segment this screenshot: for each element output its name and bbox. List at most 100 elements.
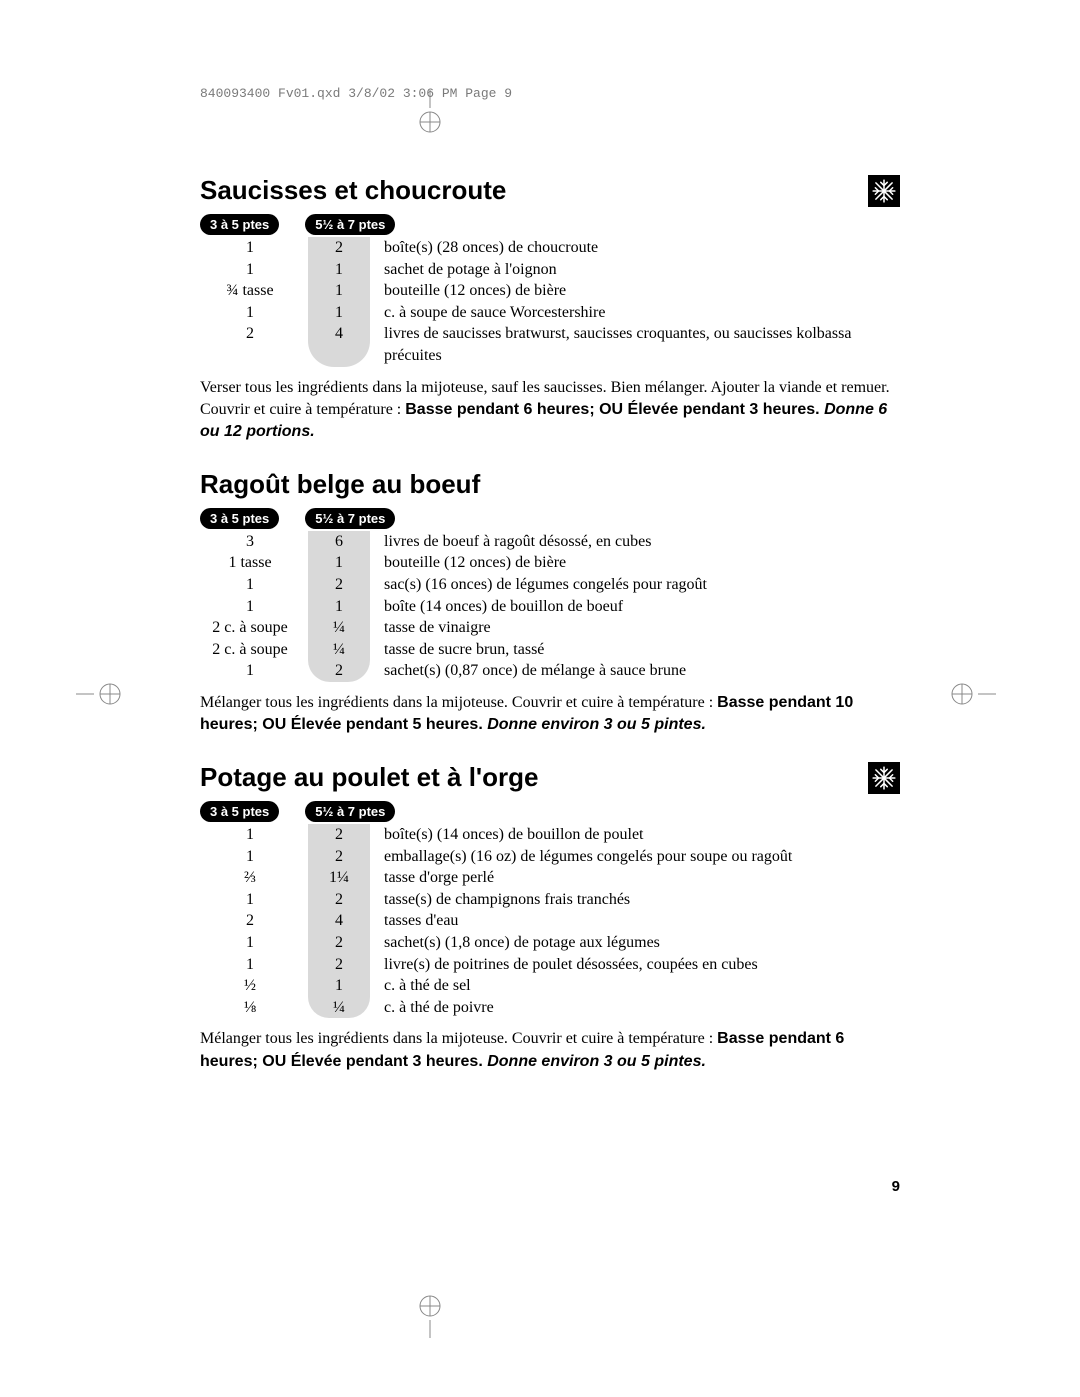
print-header: 840093400 Fv01.qxd 3/8/02 3:06 PM Page 9 (200, 86, 900, 101)
ingredient-desc: emballage(s) (16 oz) de légumes congelés… (378, 846, 900, 868)
qty-large: 1 (300, 280, 378, 302)
recipe-title: Saucisses et choucroute (200, 175, 900, 206)
size-pills: 3 à 5 ptes 5½ à 7 ptes (200, 801, 900, 822)
instr-text: Mélanger tous les ingrédients dans la mi… (200, 694, 717, 711)
instr-text: Mélanger tous les ingrédients dans la mi… (200, 1030, 717, 1047)
ingredient-desc: livres de saucisses bratwurst, saucisses… (378, 323, 900, 366)
ingredient-row: 1 2 livre(s) de poitrines de poulet déso… (200, 954, 900, 976)
crop-mark-left (76, 670, 132, 718)
ingredient-desc: tasse d'orge perlé (378, 867, 900, 889)
pill-large: 5½ à 7 ptes (305, 214, 395, 235)
qty-large: 2 (300, 660, 378, 682)
qty-large: 2 (300, 237, 378, 259)
ingredient-table: 1 2 boîte(s) (28 onces) de choucroute 1 … (200, 237, 900, 367)
page-number: 9 (892, 1178, 900, 1359)
ingredient-row: ½ 1 c. à thé de sel (200, 975, 900, 997)
qty-small: 2 (200, 910, 300, 932)
ingredient-row: 1 2 emballage(s) (16 oz) de légumes cong… (200, 846, 900, 868)
qty-small: 1 (200, 259, 300, 281)
ingredient-table: 1 2 boîte(s) (14 onces) de bouillon de p… (200, 824, 900, 1018)
qty-small: ¾ tasse (200, 280, 300, 302)
qty-small: 2 c. à soupe (200, 639, 300, 661)
ingredient-row: 2 4 tasses d'eau (200, 910, 900, 932)
ingredient-row: ⅔ 1¼ tasse d'orge perlé (200, 867, 900, 889)
qty-small: 1 tasse (200, 552, 300, 574)
recipe-block: Ragoût belge au boeuf 3 à 5 ptes 5½ à 7 … (200, 469, 900, 736)
qty-large: 1 (300, 552, 378, 574)
qty-small: 1 (200, 660, 300, 682)
qty-small: 1 (200, 596, 300, 618)
ingredient-desc: tasse(s) de champignons frais tranchés (378, 889, 900, 911)
qty-small: 1 (200, 954, 300, 976)
qty-small: 1 (200, 846, 300, 868)
ingredient-row: 1 1 sachet de potage à l'oignon (200, 259, 900, 281)
ingredient-row: 2 4 livres de saucisses bratwurst, sauci… (200, 323, 900, 366)
ingredient-row: 1 2 sac(s) (16 onces) de légumes congelé… (200, 574, 900, 596)
qty-large: 6 (300, 531, 378, 553)
ingredient-desc: tasse de vinaigre (378, 617, 900, 639)
qty-large: ¼ (300, 617, 378, 639)
ingredient-desc: sachet(s) (0,87 once) de mélange à sauce… (378, 660, 900, 682)
qty-large: 4 (300, 910, 378, 932)
qty-small: ⅛ (200, 997, 300, 1019)
snowflake-icon (868, 175, 900, 207)
qty-large: 1 (300, 302, 378, 324)
size-pills: 3 à 5 ptes 5½ à 7 ptes (200, 214, 900, 235)
qty-large: 1 (300, 975, 378, 997)
pill-large: 5½ à 7 ptes (305, 508, 395, 529)
ingredient-desc: boîte(s) (14 onces) de bouillon de poule… (378, 824, 900, 846)
qty-small: 1 (200, 302, 300, 324)
qty-large: 2 (300, 574, 378, 596)
ingredient-row: 1 2 sachet(s) (1,8 once) de potage aux l… (200, 932, 900, 954)
crop-mark-right (940, 670, 996, 718)
qty-large: 1 (300, 259, 378, 281)
ingredient-desc: bouteille (12 onces) de bière (378, 552, 900, 574)
qty-small: 3 (200, 531, 300, 553)
recipe-instructions: Mélanger tous les ingrédients dans la mi… (200, 692, 900, 736)
recipe-instructions: Mélanger tous les ingrédients dans la mi… (200, 1028, 900, 1072)
recipe-block: Saucisses et choucroute 3 à 5 ptes 5½ à … (200, 175, 900, 443)
qty-small: 1 (200, 824, 300, 846)
qty-large: 4 (300, 323, 378, 366)
pill-small: 3 à 5 ptes (200, 214, 279, 235)
instr-yield: Donne environ 3 ou 5 pintes. (483, 716, 706, 733)
ingredient-desc: tasse de sucre brun, tassé (378, 639, 900, 661)
instr-cook: Basse pendant 6 heures; OU Élevée pendan… (405, 401, 819, 418)
ingredient-row: 1 2 boîte(s) (14 onces) de bouillon de p… (200, 824, 900, 846)
recipe-instructions: Verser tous les ingrédients dans la mijo… (200, 377, 900, 443)
qty-large: 2 (300, 954, 378, 976)
qty-small: 1 (200, 574, 300, 596)
ingredient-desc: bouteille (12 onces) de bière (378, 280, 900, 302)
qty-small: 1 (200, 932, 300, 954)
ingredient-desc: c. à soupe de sauce Worcestershire (378, 302, 900, 324)
pill-small: 3 à 5 ptes (200, 801, 279, 822)
qty-large: 1 (300, 596, 378, 618)
ingredient-row: ¾ tasse 1 bouteille (12 onces) de bière (200, 280, 900, 302)
recipe-block: Potage au poulet et à l'orge 3 à 5 ptes … (200, 762, 900, 1073)
ingredient-row: 1 tasse 1 bouteille (12 onces) de bière (200, 552, 900, 574)
page-content: 840093400 Fv01.qxd 3/8/02 3:06 PM Page 9… (200, 86, 900, 1099)
ingredient-row: 1 1 c. à soupe de sauce Worcestershire (200, 302, 900, 324)
ingredient-row: ⅛ ¼ c. à thé de poivre (200, 997, 900, 1019)
qty-large: ¼ (300, 639, 378, 661)
ingredient-desc: tasses d'eau (378, 910, 900, 932)
pill-small: 3 à 5 ptes (200, 508, 279, 529)
qty-large: 1¼ (300, 867, 378, 889)
ingredient-desc: boîte(s) (28 onces) de choucroute (378, 237, 900, 259)
size-pills: 3 à 5 ptes 5½ à 7 ptes (200, 508, 900, 529)
qty-large: 2 (300, 824, 378, 846)
snowflake-icon (868, 762, 900, 794)
crop-mark-bottom (406, 1290, 454, 1338)
ingredient-desc: c. à thé de sel (378, 975, 900, 997)
pill-large: 5½ à 7 ptes (305, 801, 395, 822)
ingredient-row: 1 2 sachet(s) (0,87 once) de mélange à s… (200, 660, 900, 682)
qty-small: 1 (200, 889, 300, 911)
ingredient-desc: sachet de potage à l'oignon (378, 259, 900, 281)
ingredient-desc: sac(s) (16 onces) de légumes congelés po… (378, 574, 900, 596)
recipe-title: Ragoût belge au boeuf (200, 469, 900, 500)
ingredient-desc: c. à thé de poivre (378, 997, 900, 1019)
ingredient-desc: livres de boeuf à ragoût désossé, en cub… (378, 531, 900, 553)
ingredient-row: 3 6 livres de boeuf à ragoût désossé, en… (200, 531, 900, 553)
ingredient-table: 3 6 livres de boeuf à ragoût désossé, en… (200, 531, 900, 682)
qty-small: 2 c. à soupe (200, 617, 300, 639)
